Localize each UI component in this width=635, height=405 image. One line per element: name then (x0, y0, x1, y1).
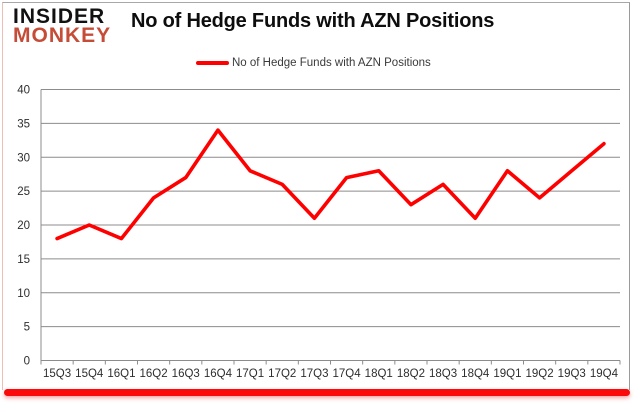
legend-label: No of Hedge Funds with AZN Positions (232, 57, 431, 69)
logo-text-insider: INSIDER (13, 5, 106, 28)
logo-text-monkey: MONKEY (13, 24, 112, 48)
chart-title: No of Hedge Funds with AZN Positions (131, 10, 495, 32)
legend: No of Hedge Funds with AZN Positions (196, 56, 431, 70)
legend-line-marker (196, 61, 229, 65)
bottom-red-bar (4, 389, 630, 396)
insider-monkey-logo[interactable]: INSIDER MONKEY (13, 5, 112, 48)
